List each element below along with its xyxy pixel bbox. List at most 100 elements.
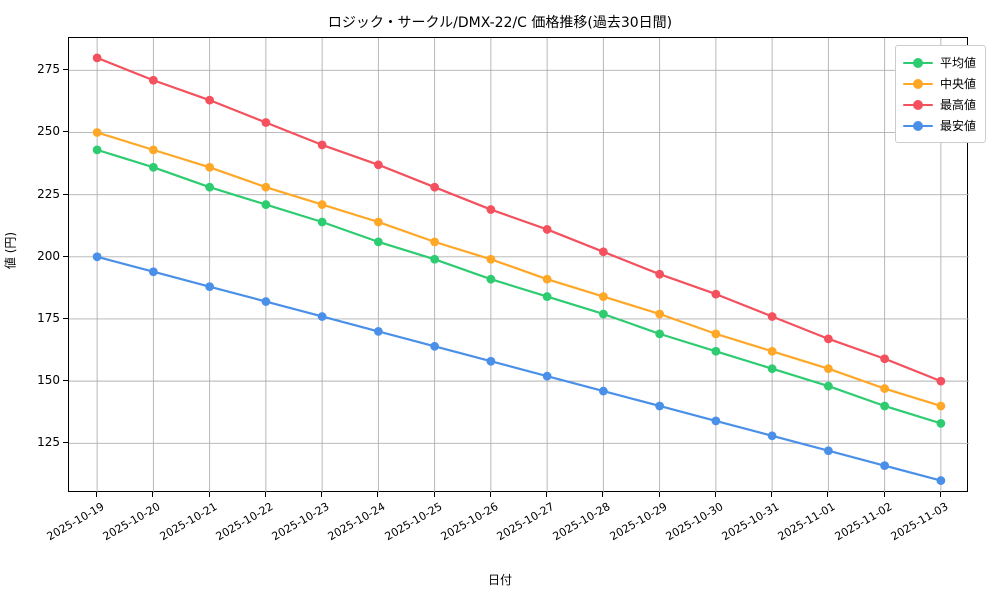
data-point-marker — [655, 401, 665, 411]
x-axis-tick-mark — [827, 492, 829, 497]
x-axis-tick-mark — [264, 492, 266, 497]
data-point-marker — [261, 182, 271, 192]
grid-lines — [69, 38, 969, 493]
data-point-marker — [317, 200, 327, 209]
data-point-marker — [598, 292, 608, 301]
data-point-marker — [317, 217, 327, 227]
data-series — [92, 53, 946, 386]
data-point-marker — [936, 376, 946, 386]
series-line — [96, 56, 942, 383]
data-point-marker — [767, 431, 777, 441]
x-axis-tick-mark — [883, 492, 885, 497]
x-axis-tick-mark — [433, 492, 435, 497]
legend-label: 最安値 — [939, 119, 976, 133]
y-axis-tick-labels: 125 150 175 200 225 250 275 — [0, 37, 60, 492]
data-point-marker — [880, 354, 890, 364]
data-point-marker — [823, 446, 833, 456]
data-point-marker — [148, 162, 158, 172]
series-line — [96, 255, 942, 482]
data-point-marker — [655, 329, 665, 339]
x-axis-tick-mark — [208, 492, 210, 497]
data-point-marker — [92, 53, 102, 63]
y-axis-tick-label: 150 — [37, 373, 60, 388]
legend-label: 平均値 — [939, 56, 976, 70]
data-point-marker — [317, 140, 327, 150]
data-point-marker — [711, 346, 721, 356]
data-point-marker — [655, 269, 665, 279]
legend-item[interactable]: 最高値 — [902, 94, 976, 115]
data-point-marker — [92, 145, 102, 155]
legend-item[interactable]: 最安値 — [902, 115, 976, 136]
x-axis-tick-mark — [714, 492, 716, 497]
data-point-marker — [373, 237, 383, 247]
data-point-marker — [261, 118, 271, 127]
legend-marker-icon — [902, 120, 933, 132]
data-point-marker — [486, 254, 496, 264]
x-axis-tick-mark — [152, 492, 154, 497]
y-axis-tick-mark — [63, 131, 68, 133]
y-axis-tick-label: 200 — [37, 248, 60, 263]
series-line — [96, 148, 942, 425]
legend-marker-icon — [902, 99, 933, 111]
y-axis-tick-label: 175 — [37, 310, 60, 325]
y-axis-tick-label: 275 — [37, 62, 60, 77]
x-axis-tick-mark — [489, 492, 491, 497]
data-point-marker — [486, 205, 496, 214]
data-point-marker — [880, 384, 890, 393]
y-axis-tick-label: 250 — [37, 124, 60, 139]
data-point-marker — [373, 326, 383, 336]
x-axis-tick-mark — [377, 492, 379, 497]
data-point-marker — [767, 364, 777, 374]
x-axis-label: 日付 — [487, 573, 512, 587]
x-axis-tick-mark — [96, 492, 98, 497]
data-point-marker — [880, 461, 890, 471]
legend-item[interactable]: 平均値 — [902, 52, 976, 73]
data-point-marker — [936, 401, 946, 411]
data-point-marker — [148, 267, 158, 277]
data-point-marker — [823, 334, 833, 344]
data-point-marker — [823, 381, 833, 391]
data-point-marker — [92, 128, 102, 137]
data-point-marker — [205, 282, 215, 292]
chart-title: ロジック・サークル/DMX-22/C 価格推移(過去30日間) — [327, 15, 673, 31]
data-point-marker — [486, 356, 496, 366]
data-series — [92, 252, 946, 485]
data-point-marker — [598, 309, 608, 319]
data-point-marker — [373, 160, 383, 170]
y-axis-tick-label: 125 — [37, 435, 60, 450]
data-series — [92, 128, 946, 411]
data-point-marker — [936, 476, 946, 485]
data-point-marker — [373, 217, 383, 227]
data-point-marker — [430, 341, 440, 351]
plot-area — [68, 37, 969, 493]
legend-label: 最高値 — [939, 98, 976, 112]
legend-marker-icon — [902, 57, 933, 69]
data-point-marker — [148, 75, 158, 85]
x-axis-tick-mark — [321, 492, 323, 497]
data-point-marker — [261, 200, 271, 209]
data-point-marker — [767, 346, 777, 356]
data-point-marker — [205, 182, 215, 192]
data-point-marker — [92, 252, 102, 262]
data-point-marker — [823, 364, 833, 374]
x-axis-tick-label: 2025-10-19 — [44, 500, 107, 544]
data-series — [92, 145, 946, 428]
data-point-marker — [317, 312, 327, 321]
x-axis-tick-mark — [658, 492, 660, 497]
data-point-marker — [711, 416, 721, 426]
legend-label: 中央値 — [939, 77, 976, 91]
data-point-marker — [598, 386, 608, 396]
legend-item[interactable]: 中央値 — [902, 73, 976, 94]
data-point-marker — [542, 292, 552, 301]
data-series-layer — [92, 53, 946, 485]
data-point-marker — [711, 289, 721, 299]
data-point-marker — [430, 237, 440, 247]
data-point-marker — [430, 254, 440, 264]
series-line — [96, 131, 942, 408]
y-axis-tick-mark — [63, 380, 68, 382]
data-point-marker — [430, 182, 440, 192]
y-axis-tick-mark — [63, 255, 68, 257]
y-axis-tick-mark — [63, 317, 68, 319]
chart-legend: 平均値中央値最高値最安値 — [894, 45, 986, 143]
